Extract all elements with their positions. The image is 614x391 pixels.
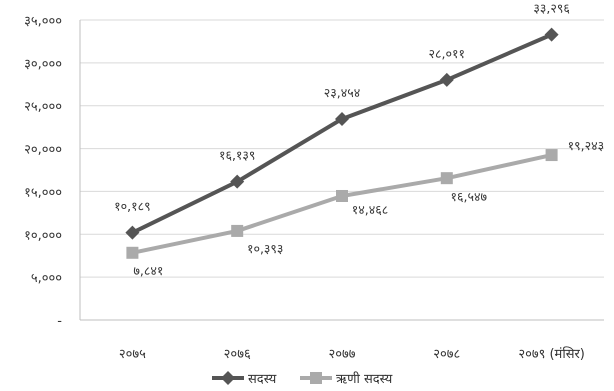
data-label: १९,२४३ [568,138,604,153]
data-label: १६,५४७ [451,189,487,204]
legend: सदस्य ऋणी सदस्य [212,371,393,387]
gridlines [80,19,604,278]
series-line-1 [131,32,553,235]
data-point-marker [231,224,244,237]
data-labels: १०,१८९ १६,१३९ २३,४५४ २८,०११ ३३,२९६ ७,८४१ १०,३९… [114,1,604,278]
axes: - ५,००० १०,००० १५,००० २०,००० २५,००० ३०,००० ३५,०… [24,14,604,362]
data-point-marker [336,189,348,202]
data-point-marker [440,172,453,185]
data-point-marker [545,149,558,162]
y-tick-label: २५,००० [24,100,62,115]
data-point-marker [230,174,245,189]
data-point-marker [544,27,559,42]
data-point-marker [125,225,140,240]
legend-swatch-marker [221,371,235,385]
legend-label: ऋणी सदस्य [336,371,393,387]
data-label: २३,४५४ [324,85,360,100]
y-tick-label: १०,००० [24,228,62,243]
x-tick-label: २०७५ [119,347,146,362]
data-label: ३३,२९६ [533,1,569,16]
data-point-marker [126,246,139,259]
y-tick-label: - [57,314,62,329]
data-label: ७,८४१ [133,263,163,278]
legend-swatch-marker [310,372,322,384]
y-tick-label: ३५,००० [24,14,62,29]
data-label: १०,३९३ [247,241,283,256]
x-tick-label: २०७७ [328,347,355,362]
y-tick-label: १५,००० [24,185,62,200]
data-label: २८,०११ [429,46,465,61]
x-tick-label: २०७६ [224,347,251,362]
y-tick-label: ३०,००० [24,57,62,72]
data-label: १४,४६८ [352,202,388,217]
data-point-marker [335,111,349,126]
series-lines [125,27,559,259]
data-point-marker [439,72,454,87]
legend-label: सदस्य [248,372,277,387]
x-tick-label: २०७८ [433,347,460,362]
y-tick-label: ५,००० [31,271,62,286]
y-tick-label: २०,००० [24,143,62,158]
x-tick-label: २०७९ (मंसिर) [518,346,585,362]
data-label: १०,१८९ [114,199,150,214]
data-label: १६,१३९ [219,148,255,163]
